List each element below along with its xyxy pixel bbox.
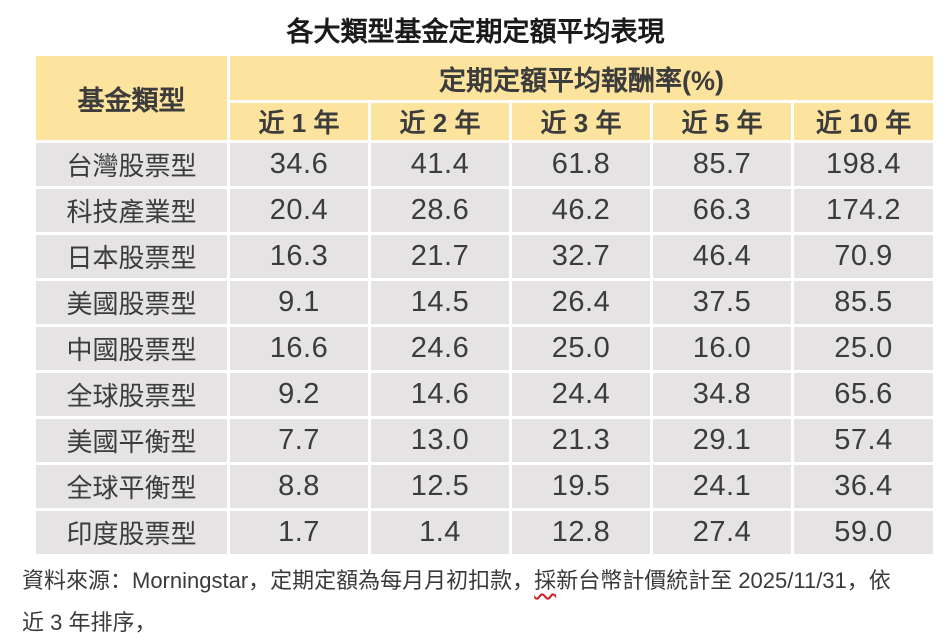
value-cell: 85.5 [790, 278, 937, 327]
value-cell: 1.7 [227, 508, 371, 557]
table-row-global-equity: 全球股票型 9.2 14.6 24.4 34.8 65.6 [33, 370, 937, 419]
table-row-tech-sector: 科技產業型 20.4 28.6 46.2 66.3 174.2 [33, 186, 937, 235]
value-cell: 198.4 [790, 140, 937, 189]
source-note-line-2: 近 3 年排序， [22, 610, 157, 635]
source-note-line-1: 資料來源：Morningstar，定期定額為每月月初扣款，採新台幣計價統計至 2… [22, 560, 940, 602]
group-header-row: 基金類型 定期定額平均報酬率(%) [33, 53, 937, 143]
value-cell: 24.1 [650, 462, 794, 511]
table-row-us-equity: 美國股票型 9.1 14.5 26.4 37.5 85.5 [33, 278, 937, 327]
value-cell: 24.6 [368, 324, 512, 373]
value-cell: 1.4 [368, 508, 512, 557]
period-header-row: 近 1 年 近 2 年 近 3 年 近 5 年 近 10 年 [35, 100, 937, 143]
value-cell: 46.2 [509, 186, 653, 235]
value-cell: 46.4 [650, 232, 794, 281]
value-cell: 66.3 [650, 186, 794, 235]
spellcheck-squiggle-word: 採 [534, 568, 557, 593]
value-cell: 26.4 [509, 278, 653, 327]
value-cell: 14.6 [368, 370, 512, 419]
table-row-taiwan-equity: 台灣股票型 34.6 41.4 61.8 85.7 198.4 [33, 140, 937, 189]
value-cell: 29.1 [650, 416, 794, 465]
row-label: 科技產業型 [33, 186, 230, 235]
table-row-us-balanced: 美國平衡型 7.7 13.0 21.3 29.1 57.4 [33, 416, 937, 465]
row-label: 美國平衡型 [33, 416, 230, 465]
table-row-india-equity: 印度股票型 1.7 1.4 12.8 27.4 59.0 [33, 508, 937, 557]
period-header-2y: 近 2 年 [368, 100, 512, 143]
value-cell: 27.4 [650, 508, 794, 557]
value-cell: 85.7 [650, 140, 794, 189]
value-cell: 41.4 [368, 140, 512, 189]
row-label: 中國股票型 [33, 324, 230, 373]
value-cell: 24.4 [509, 370, 653, 419]
corner-header-fund-type: 基金類型 [33, 53, 230, 143]
period-header-5y: 近 5 年 [650, 100, 794, 143]
value-cell: 34.8 [650, 370, 794, 419]
value-cell: 20.4 [227, 186, 371, 235]
value-cell: 19.5 [509, 462, 653, 511]
value-cell: 12.5 [368, 462, 512, 511]
row-label: 台灣股票型 [33, 140, 230, 189]
value-cell: 13.0 [368, 416, 512, 465]
value-cell: 8.8 [227, 462, 371, 511]
value-cell: 59.0 [790, 508, 937, 557]
value-cell: 70.9 [790, 232, 937, 281]
period-header-10y: 近 10 年 [790, 100, 937, 143]
value-cell: 32.7 [509, 232, 653, 281]
value-cell: 21.7 [368, 232, 512, 281]
row-label: 日本股票型 [33, 232, 230, 281]
value-cell: 37.5 [650, 278, 794, 327]
value-cell: 25.0 [509, 324, 653, 373]
table-row-global-balanced: 全球平衡型 8.8 12.5 19.5 24.1 36.4 [33, 462, 937, 511]
value-cell: 9.1 [227, 278, 371, 327]
value-cell: 9.2 [227, 370, 371, 419]
source-note-text: 資料來源：Morningstar，定期定額為每月月初扣款， [22, 568, 535, 593]
value-cell: 34.6 [227, 140, 371, 189]
value-cell: 25.0 [790, 324, 937, 373]
period-header-3y: 近 3 年 [509, 100, 653, 143]
value-cell: 57.4 [790, 416, 937, 465]
row-label: 美國股票型 [33, 278, 230, 327]
page-title: 各大類型基金定期定額平均表現 [286, 17, 665, 47]
value-cell: 12.8 [509, 508, 653, 557]
value-cell: 16.0 [650, 324, 794, 373]
table-row-japan-equity: 日本股票型 16.3 21.7 32.7 46.4 70.9 [33, 232, 937, 281]
value-cell: 21.3 [509, 416, 653, 465]
table-row-china-equity: 中國股票型 16.6 24.6 25.0 16.0 25.0 [33, 324, 937, 373]
value-cell: 7.7 [227, 416, 371, 465]
value-cell: 174.2 [790, 186, 937, 235]
value-cell: 14.5 [368, 278, 512, 327]
source-note: 資料來源：Morningstar，定期定額為每月月初扣款，採新台幣計價統計至 2… [22, 560, 940, 641]
period-header-1y: 近 1 年 [227, 100, 371, 143]
value-cell: 16.3 [227, 232, 371, 281]
source-note-text: 新台幣計價統計至 2025/11/31，依 [556, 568, 891, 593]
value-cell: 28.6 [368, 186, 512, 235]
value-cell: 16.6 [227, 324, 371, 373]
group-header-return-rate: 定期定額平均報酬率(%) [226, 53, 937, 103]
value-cell: 61.8 [509, 140, 653, 189]
fund-performance-table: 基金類型 定期定額平均報酬率(%) 近 1 年 近 2 年 近 3 年 近 5 … [33, 53, 937, 557]
value-cell: 36.4 [790, 462, 937, 511]
row-label: 印度股票型 [33, 508, 230, 557]
row-label: 全球平衡型 [33, 462, 230, 511]
value-cell: 65.6 [790, 370, 937, 419]
row-label: 全球股票型 [33, 370, 230, 419]
